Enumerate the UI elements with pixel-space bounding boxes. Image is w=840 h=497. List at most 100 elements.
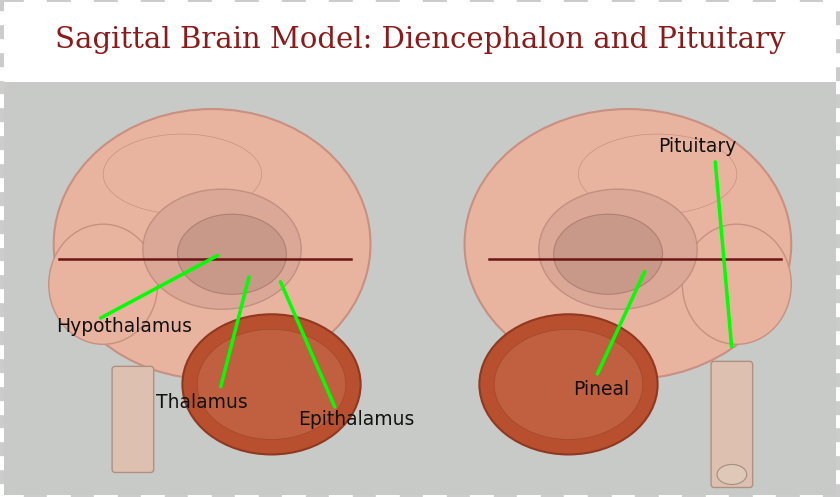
- Bar: [259, 80, 282, 93]
- Bar: [635, 274, 659, 288]
- Bar: [800, 135, 823, 149]
- Bar: [423, 358, 447, 372]
- Bar: [306, 149, 329, 163]
- Bar: [94, 121, 118, 135]
- Bar: [329, 191, 353, 205]
- Bar: [564, 10, 588, 24]
- Bar: [71, 219, 94, 233]
- Bar: [71, 0, 94, 10]
- Bar: [282, 52, 306, 66]
- Bar: [447, 121, 470, 135]
- Bar: [259, 330, 282, 344]
- Bar: [541, 52, 564, 66]
- Bar: [776, 177, 800, 191]
- Bar: [0, 469, 24, 483]
- Bar: [564, 288, 588, 302]
- Bar: [494, 80, 517, 93]
- Bar: [470, 414, 494, 427]
- Bar: [635, 469, 659, 483]
- Bar: [823, 302, 840, 316]
- Bar: [0, 177, 24, 191]
- Bar: [376, 80, 400, 93]
- Bar: [353, 149, 376, 163]
- Bar: [564, 441, 588, 455]
- Bar: [141, 52, 165, 66]
- Bar: [118, 93, 141, 107]
- Bar: [306, 372, 329, 386]
- Bar: [282, 121, 306, 135]
- Bar: [541, 219, 564, 233]
- Bar: [470, 316, 494, 330]
- Bar: [682, 400, 706, 414]
- Bar: [47, 66, 71, 80]
- Bar: [823, 260, 840, 274]
- Bar: [0, 414, 24, 427]
- Bar: [259, 10, 282, 24]
- Bar: [353, 483, 376, 497]
- Bar: [24, 302, 47, 316]
- Bar: [235, 414, 259, 427]
- Bar: [517, 372, 541, 386]
- Bar: [753, 414, 776, 427]
- Bar: [612, 455, 635, 469]
- Bar: [753, 52, 776, 66]
- Bar: [800, 372, 823, 386]
- Bar: [729, 107, 753, 121]
- Bar: [400, 288, 423, 302]
- Bar: [776, 24, 800, 38]
- Bar: [517, 455, 541, 469]
- Bar: [447, 135, 470, 149]
- Bar: [635, 135, 659, 149]
- Bar: [47, 52, 71, 66]
- Bar: [282, 66, 306, 80]
- Bar: [800, 386, 823, 400]
- Bar: [212, 38, 235, 52]
- Bar: [753, 149, 776, 163]
- Bar: [353, 93, 376, 107]
- Bar: [423, 372, 447, 386]
- Bar: [118, 372, 141, 386]
- Bar: [612, 400, 635, 414]
- Bar: [447, 344, 470, 358]
- Bar: [71, 372, 94, 386]
- Bar: [306, 414, 329, 427]
- Bar: [800, 400, 823, 414]
- Bar: [24, 80, 47, 93]
- Bar: [118, 386, 141, 400]
- Bar: [141, 288, 165, 302]
- Bar: [706, 260, 729, 274]
- Bar: [188, 427, 212, 441]
- Bar: [400, 247, 423, 260]
- Bar: [423, 288, 447, 302]
- Bar: [447, 441, 470, 455]
- Bar: [541, 205, 564, 219]
- Bar: [188, 0, 212, 10]
- Bar: [541, 149, 564, 163]
- Bar: [235, 469, 259, 483]
- Bar: [423, 330, 447, 344]
- Bar: [47, 24, 71, 38]
- Bar: [564, 330, 588, 344]
- Bar: [329, 274, 353, 288]
- Bar: [682, 191, 706, 205]
- Bar: [659, 191, 682, 205]
- Bar: [423, 483, 447, 497]
- Bar: [612, 38, 635, 52]
- Bar: [118, 455, 141, 469]
- Bar: [635, 93, 659, 107]
- Bar: [423, 386, 447, 400]
- Bar: [541, 330, 564, 344]
- Bar: [118, 52, 141, 66]
- Bar: [306, 358, 329, 372]
- Bar: [823, 441, 840, 455]
- Bar: [329, 149, 353, 163]
- Bar: [706, 121, 729, 135]
- Bar: [423, 80, 447, 93]
- Bar: [423, 219, 447, 233]
- Bar: [470, 52, 494, 66]
- Bar: [24, 107, 47, 121]
- Bar: [212, 121, 235, 135]
- Bar: [165, 233, 188, 247]
- Bar: [588, 52, 612, 66]
- Bar: [659, 455, 682, 469]
